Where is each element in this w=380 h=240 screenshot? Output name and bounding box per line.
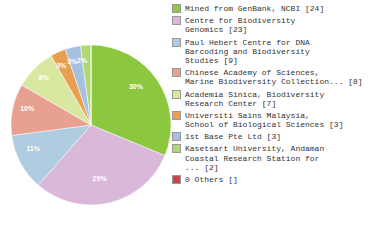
svg-text:10%: 10% xyxy=(20,105,35,112)
svg-text:2%: 2% xyxy=(77,57,88,64)
svg-text:3%: 3% xyxy=(56,62,67,69)
svg-text:8%: 8% xyxy=(39,74,50,81)
html-text:Centre for Biodiversity Genomi: Centre for Biodiversity Genomics [23] xyxy=(185,16,296,35)
html-text:1st Base Pte Ltd [3]: 1st Base Pte Ltd [3] xyxy=(185,132,281,142)
html-text:0 Others []: 0 Others [] xyxy=(185,175,238,184)
html-text:Kasetsart University, Andaman: Kasetsart University, Andaman Coastal Re… xyxy=(185,144,325,172)
html-text:Universiti Sains Malaysia, Sch: Universiti Sains Malaysia, School of Bio… xyxy=(185,110,344,130)
html-text:Mined from GenBank, NCBI [24]: Mined from GenBank, NCBI [24] xyxy=(185,4,325,13)
svg-text:30%: 30% xyxy=(129,83,144,90)
html-text:Paul Hebert Centre for DNA Bar: Paul Hebert Centre for DNA Barcoding and… xyxy=(185,37,310,65)
svg-text:3%: 3% xyxy=(67,58,78,66)
svg-text:29%: 29% xyxy=(93,175,108,182)
html-text:Chinese Academy of Sciences, M: Chinese Academy of Sciences, Marine Biod… xyxy=(185,68,363,87)
html-text:Academia Sinica, Biodiversity: Academia Sinica, Biodiversity Research C… xyxy=(185,89,325,108)
svg-text:11%: 11% xyxy=(26,145,40,152)
